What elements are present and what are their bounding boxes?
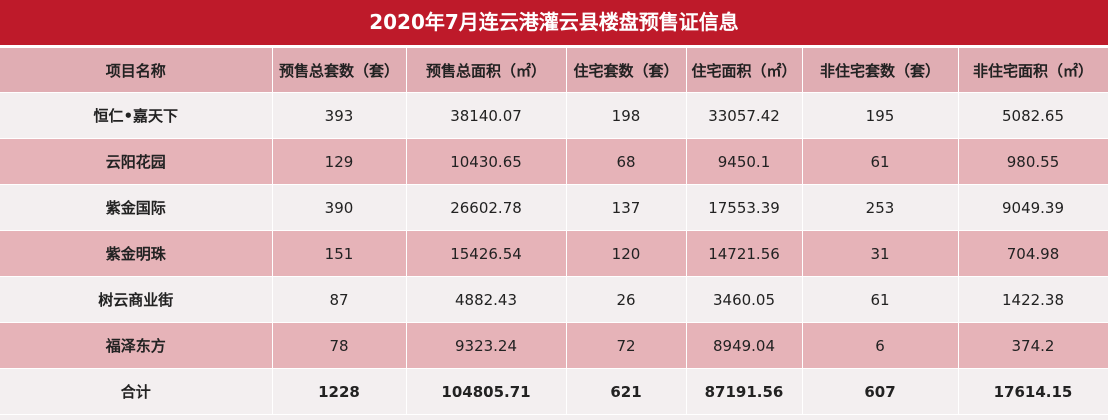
column-header: 非住宅套数（套） (802, 48, 959, 93)
value-cell: 5082.65 (958, 92, 1108, 139)
value-cell: 198 (566, 92, 687, 139)
value-cell: 9049.39 (958, 184, 1108, 231)
total-row: 合计 1228 104805.71 621 87191.56 607 17614.15 (0, 368, 1108, 415)
presale-table: 项目名称 预售总套数（套） 预售总面积（㎡） 住宅套数（套） 住宅面积（㎡） 非住宅套数（… (0, 48, 1108, 415)
total-cell: 607 (802, 368, 959, 415)
value-cell: 9450.1 (686, 138, 803, 185)
total-cell: 17614.15 (958, 368, 1108, 415)
table-row: 福泽东方 78 9323.24 72 8949.04 6 374.2 (0, 322, 1108, 369)
value-cell: 4882.43 (406, 276, 567, 323)
column-header: 项目名称 (0, 48, 273, 93)
project-name-cell: 恒仁•嘉天下 (0, 92, 273, 139)
value-cell: 374.2 (958, 322, 1108, 369)
column-header: 住宅套数（套） (566, 48, 687, 93)
value-cell: 9323.24 (406, 322, 567, 369)
project-name-cell: 云阳花园 (0, 138, 273, 185)
total-cell: 1228 (272, 368, 407, 415)
value-cell: 26 (566, 276, 687, 323)
project-name-cell: 福泽东方 (0, 322, 273, 369)
value-cell: 15426.54 (406, 230, 567, 277)
value-cell: 195 (802, 92, 959, 139)
value-cell: 68 (566, 138, 687, 185)
table-row: 恒仁•嘉天下 393 38140.07 198 33057.42 195 5082.65 (0, 92, 1108, 139)
total-cell: 621 (566, 368, 687, 415)
value-cell: 980.55 (958, 138, 1108, 185)
value-cell: 33057.42 (686, 92, 803, 139)
value-cell: 6 (802, 322, 959, 369)
value-cell: 78 (272, 322, 407, 369)
column-header: 住宅面积（㎡） (686, 48, 803, 93)
value-cell: 31 (802, 230, 959, 277)
value-cell: 10430.65 (406, 138, 567, 185)
table-title: 2020年7月连云港灌云县楼盘预售证信息 (0, 0, 1108, 48)
value-cell: 1422.38 (958, 276, 1108, 323)
value-cell: 87 (272, 276, 407, 323)
total-cell: 104805.71 (406, 368, 567, 415)
total-label: 合计 (0, 368, 273, 415)
value-cell: 8949.04 (686, 322, 803, 369)
value-cell: 14721.56 (686, 230, 803, 277)
value-cell: 61 (802, 138, 959, 185)
value-cell: 38140.07 (406, 92, 567, 139)
project-name-cell: 树云商业街 (0, 276, 273, 323)
value-cell: 129 (272, 138, 407, 185)
project-name-cell: 紫金国际 (0, 184, 273, 231)
column-header: 预售总面积（㎡） (406, 48, 567, 93)
value-cell: 393 (272, 92, 407, 139)
header-row: 项目名称 预售总套数（套） 预售总面积（㎡） 住宅套数（套） 住宅面积（㎡） 非住宅套数（… (0, 48, 1108, 93)
table-row: 树云商业街 87 4882.43 26 3460.05 61 1422.38 (0, 276, 1108, 323)
column-header: 预售总套数（套） (272, 48, 407, 93)
value-cell: 390 (272, 184, 407, 231)
value-cell: 26602.78 (406, 184, 567, 231)
value-cell: 704.98 (958, 230, 1108, 277)
value-cell: 61 (802, 276, 959, 323)
table-row: 云阳花园 129 10430.65 68 9450.1 61 980.55 (0, 138, 1108, 185)
value-cell: 17553.39 (686, 184, 803, 231)
column-header: 非住宅面积（㎡） (958, 48, 1108, 93)
value-cell: 120 (566, 230, 687, 277)
project-name-cell: 紫金明珠 (0, 230, 273, 277)
value-cell: 3460.05 (686, 276, 803, 323)
value-cell: 72 (566, 322, 687, 369)
value-cell: 151 (272, 230, 407, 277)
value-cell: 137 (566, 184, 687, 231)
table-row: 紫金国际 390 26602.78 137 17553.39 253 9049.39 (0, 184, 1108, 231)
value-cell: 253 (802, 184, 959, 231)
total-cell: 87191.56 (686, 368, 803, 415)
table-row: 紫金明珠 151 15426.54 120 14721.56 31 704.98 (0, 230, 1108, 277)
